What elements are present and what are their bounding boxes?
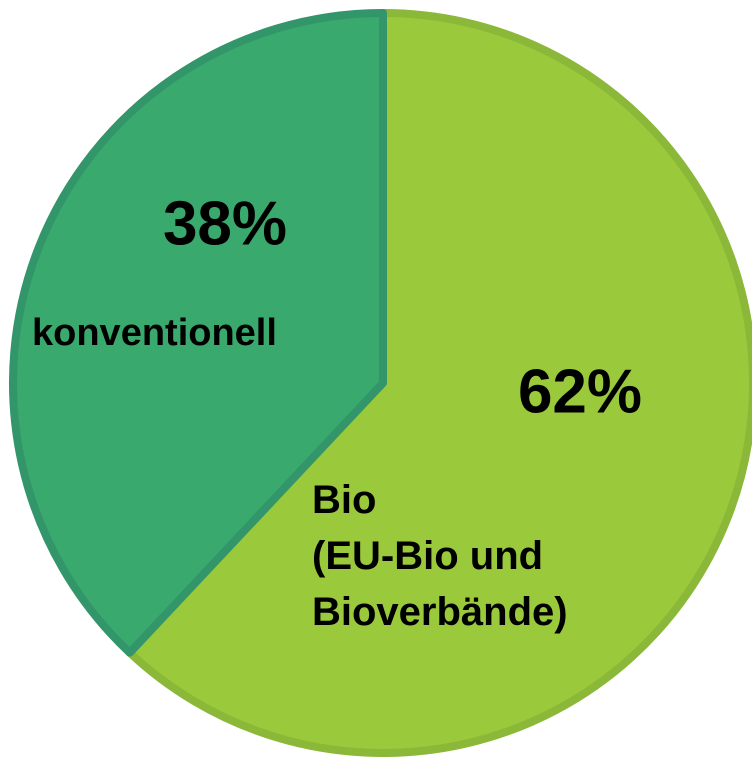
slice-category-label: Bio (EU-Bio und Bioverbände) — [312, 478, 568, 634]
pie-slice — [125, 9, 752, 757]
pie-slice — [9, 9, 387, 657]
slice-value-label: 38% — [163, 189, 287, 258]
slice-category-label: konventionell — [32, 312, 277, 354]
slice-value-label: 62% — [518, 357, 642, 426]
